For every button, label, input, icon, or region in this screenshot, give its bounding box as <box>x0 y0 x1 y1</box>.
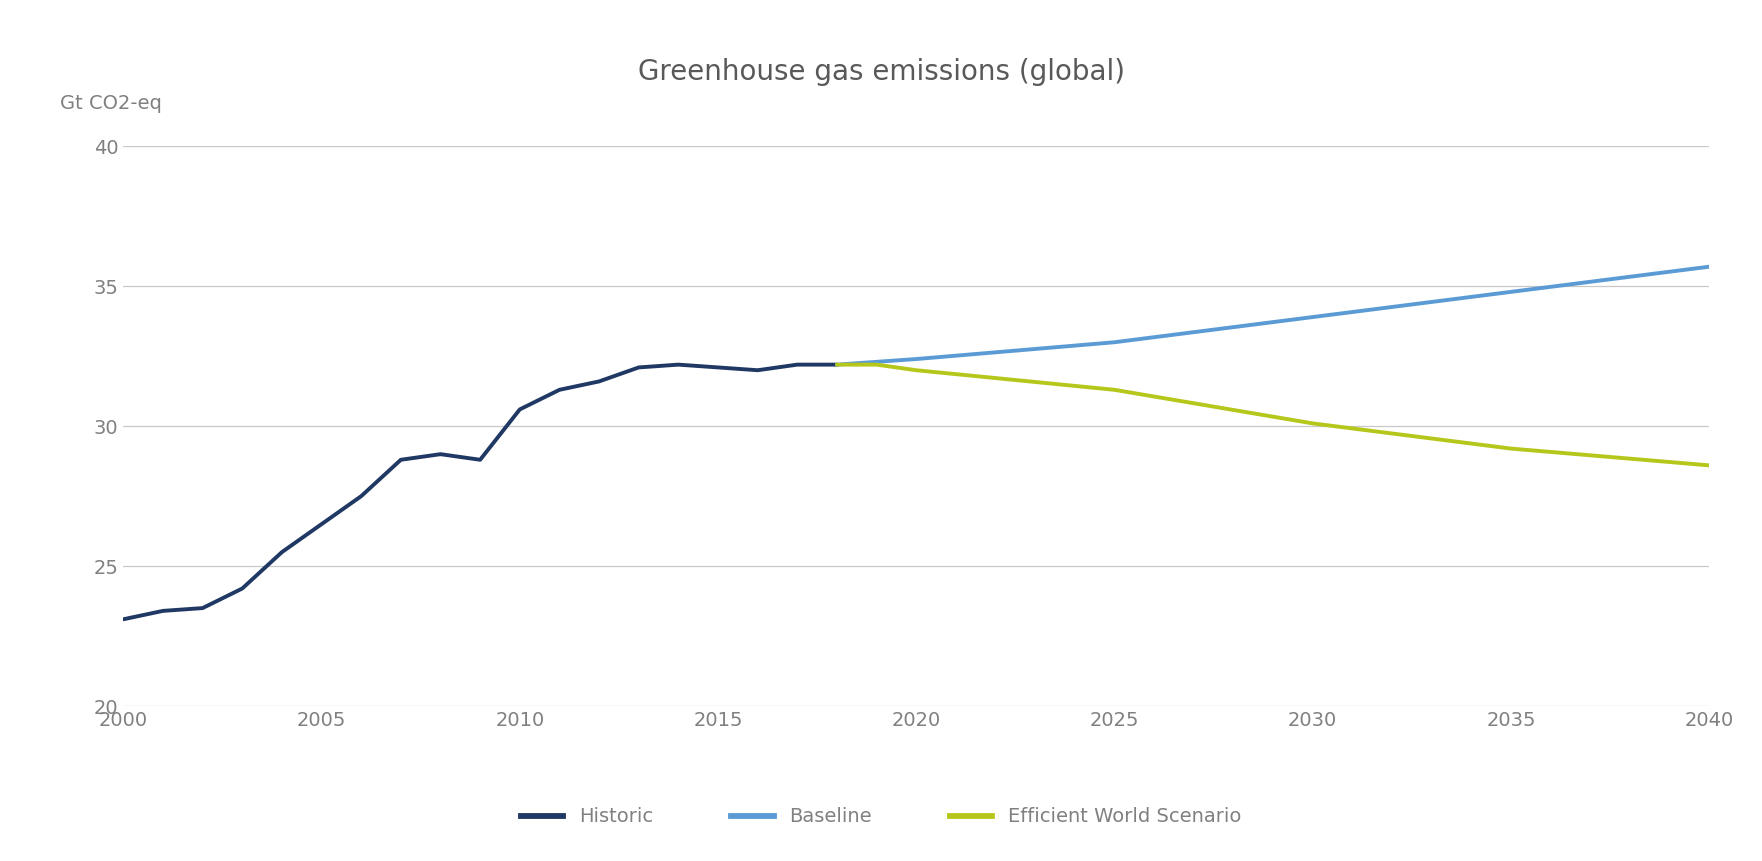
Historic <box>509 404 530 414</box>
Efficient World Scenario <box>826 359 848 369</box>
Baseline <box>1103 337 1124 347</box>
Baseline <box>1501 287 1522 297</box>
Baseline <box>906 354 927 364</box>
Historic <box>548 385 569 395</box>
Baseline <box>867 356 888 367</box>
Historic <box>707 362 728 373</box>
Text: Gt CO2-eq: Gt CO2-eq <box>60 94 162 113</box>
Historic <box>430 449 451 459</box>
Baseline <box>1699 262 1720 272</box>
Historic <box>747 365 768 375</box>
Efficient World Scenario <box>1699 460 1720 470</box>
Line: Baseline: Baseline <box>837 267 1709 364</box>
Text: Greenhouse gas emissions (global): Greenhouse gas emissions (global) <box>638 58 1124 86</box>
Line: Historic: Historic <box>123 364 837 619</box>
Efficient World Scenario <box>1302 418 1323 429</box>
Historic <box>113 614 134 624</box>
Efficient World Scenario <box>1501 443 1522 454</box>
Baseline <box>826 359 848 369</box>
Historic <box>470 455 492 465</box>
Historic <box>589 376 610 387</box>
Historic <box>153 606 174 616</box>
Efficient World Scenario <box>1103 385 1124 395</box>
Line: Efficient World Scenario: Efficient World Scenario <box>837 364 1709 465</box>
Historic <box>271 547 292 557</box>
Historic <box>233 584 254 594</box>
Historic <box>192 603 213 613</box>
Historic <box>826 359 848 369</box>
Historic <box>788 359 809 369</box>
Historic <box>351 491 372 501</box>
Historic <box>389 455 411 465</box>
Historic <box>629 362 650 373</box>
Efficient World Scenario <box>867 359 888 369</box>
Historic <box>312 519 333 530</box>
Legend: Historic, Baseline, Efficient World Scenario: Historic, Baseline, Efficient World Scen… <box>513 800 1249 834</box>
Historic <box>668 359 689 369</box>
Baseline <box>1302 312 1323 322</box>
Efficient World Scenario <box>906 365 927 375</box>
